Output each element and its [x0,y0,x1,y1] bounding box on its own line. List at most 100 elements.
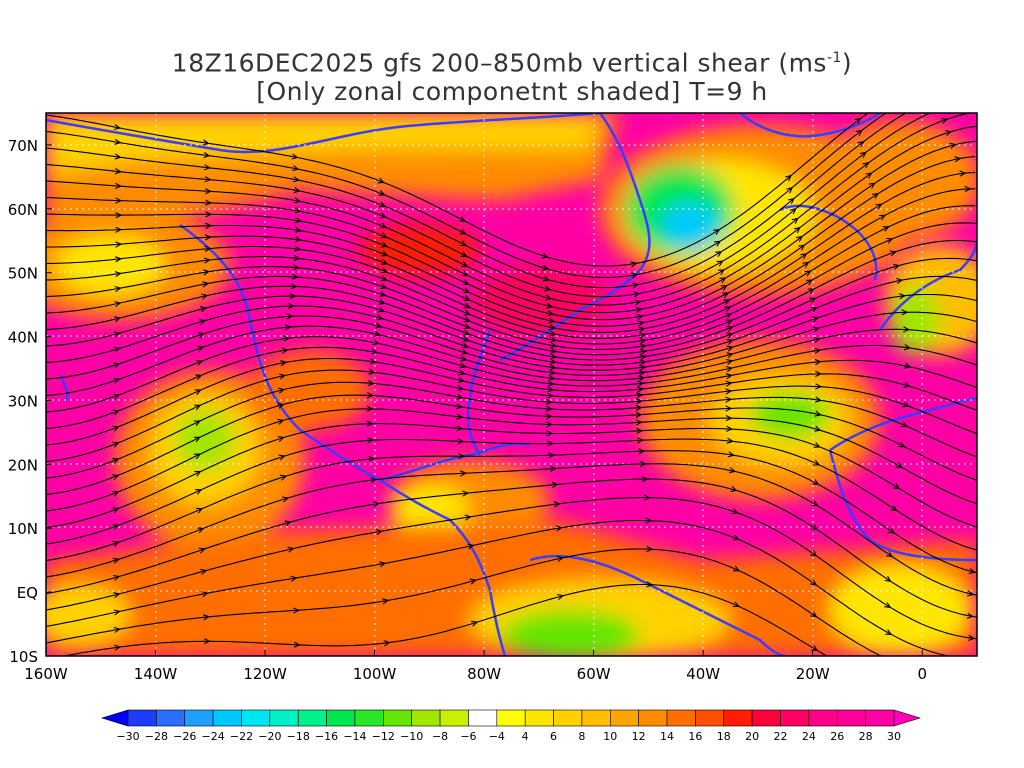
streamline-arrow [637,380,645,387]
streamline-arrow [115,212,123,219]
streamline-arrow [725,380,733,387]
streamline-arrow [366,420,374,427]
colorbar-swatch [666,709,696,727]
streamline-arrow [113,626,121,634]
plot-frame [45,112,978,657]
streamline-arrow [548,374,556,382]
streamline-arrow [550,342,558,349]
streamline-arrow [193,420,202,427]
lon-label: 40W [686,665,720,683]
streamline-arrow [639,348,647,355]
streamline-arrow [556,593,565,601]
streamline-arrow [791,217,799,225]
streamline-arrow [200,306,208,313]
colorbar-swatch [780,709,810,727]
streamline-arrow [378,201,387,208]
streamline-arrow [813,336,821,343]
streamline-arrow [200,568,208,575]
streamline-arrow [814,358,822,366]
streamline-arrow [896,277,904,285]
colorbar-swatch [212,709,242,727]
streamline [46,438,977,551]
streamline-arrow [546,302,554,309]
colorbar-label: 28 [859,730,873,743]
streamline-arrow [114,285,122,293]
streamline-arrow [904,362,912,369]
streamline-arrow [725,366,734,373]
streamline-arrow [639,337,647,345]
streamline-arrow [631,272,639,279]
streamline-arrow [112,441,120,448]
streamline-arrow [292,176,301,183]
colorbar-swatch [524,709,554,727]
colorbar-swatch [326,709,356,727]
streamline [46,497,977,640]
colorbar-label: −10 [400,730,423,743]
streamline-arrow [888,658,894,663]
streamline-arrow [954,156,962,163]
streamline-arrow [379,561,387,568]
streamline-arrow [379,291,387,297]
streamline-arrow [201,591,209,598]
streamline-arrow [890,505,898,512]
streamline-arrow [202,281,210,288]
lon-label: 0 [917,665,927,683]
streamline-arrow [294,226,302,233]
streamline-arrow [194,471,202,477]
streamline-arrow [814,425,822,432]
streamline-arrow [541,264,550,271]
streamline-arrow [726,332,734,339]
colorbar-label: 12 [632,730,646,743]
streamline-arrow [899,293,907,300]
streamline-arrow [289,292,297,300]
streamline-arrow [194,453,202,460]
streamline-arrow [199,319,207,326]
streamline-arrow [810,611,818,618]
streamline-arrow [633,291,641,298]
streamline-arrow [548,317,556,324]
streamline-arrow [375,528,383,536]
colorbar-label: 26 [830,730,844,743]
streamline-arrow [549,358,557,365]
colorbar-swatch [354,709,384,727]
colorbar-label: 16 [688,730,702,743]
streamline-arrow [798,244,806,251]
colorbar-label: −14 [343,730,366,743]
streamline-arrow [717,269,726,276]
streamline-arrow [815,370,823,377]
streamline-arrow [635,306,643,314]
streamline-arrow [461,270,470,277]
streamline-arrow [732,534,740,541]
streamline-arrow [811,500,819,507]
streamline [46,275,977,366]
streamline-arrow [114,271,122,278]
streamline-arrow [203,269,211,276]
colorbar-label: 24 [802,730,816,743]
streamline-arrow [204,245,212,252]
streamline-arrow [806,279,814,286]
streamline-arrow [377,306,385,313]
streamline-arrow [113,316,122,323]
streamline-arrow [725,312,733,319]
streamline-arrow [204,234,212,241]
streamline-arrow [635,411,643,418]
streamline-arrow [115,197,123,204]
streamline-arrow [203,257,211,264]
streamline-arrow [639,359,647,366]
streamline-arrow [714,240,722,247]
streamline-arrow [290,575,298,582]
colorbar-label: 14 [660,730,674,743]
streamline [46,205,976,345]
lon-label: 160W [24,665,68,683]
streamline-arrow [284,520,292,527]
streamline-arrow [382,598,390,605]
streamline-arrow [463,323,471,329]
streamline-arrow [646,581,654,588]
streamline [46,519,951,656]
streamline [46,450,977,574]
colorbar-swatch [383,709,413,727]
streamline-arrow [372,339,380,346]
title-line-2: [Only zonal componetnt shaded] T=9 h [256,77,768,107]
lon-label: 140W [134,665,178,683]
streamline-arrow [728,467,737,474]
